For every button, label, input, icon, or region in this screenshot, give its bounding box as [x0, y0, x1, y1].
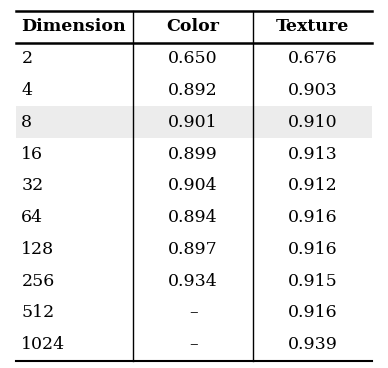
- Text: 0.910: 0.910: [288, 114, 338, 131]
- Text: 0.903: 0.903: [288, 82, 338, 99]
- Text: 256: 256: [21, 273, 55, 290]
- Text: Color: Color: [166, 18, 220, 35]
- Text: 0.916: 0.916: [288, 241, 338, 258]
- Text: 0.912: 0.912: [288, 177, 338, 194]
- Text: Texture: Texture: [276, 18, 349, 35]
- Text: –: –: [189, 304, 197, 322]
- Text: 0.916: 0.916: [288, 209, 338, 226]
- Text: 0.916: 0.916: [288, 304, 338, 322]
- Text: 0.899: 0.899: [168, 146, 218, 163]
- Text: Dimension: Dimension: [21, 18, 126, 35]
- Text: 2: 2: [21, 50, 33, 67]
- Text: –: –: [189, 336, 197, 353]
- Text: 0.904: 0.904: [168, 177, 218, 194]
- Text: 16: 16: [21, 146, 43, 163]
- Text: 0.915: 0.915: [288, 273, 338, 290]
- Text: 1024: 1024: [21, 336, 66, 353]
- Text: 4: 4: [21, 82, 32, 99]
- Text: 8: 8: [21, 114, 32, 131]
- Text: 0.901: 0.901: [168, 114, 218, 131]
- Text: 0.897: 0.897: [168, 241, 218, 258]
- Text: 0.892: 0.892: [168, 82, 218, 99]
- Text: 64: 64: [21, 209, 43, 226]
- Text: 0.650: 0.650: [168, 50, 218, 67]
- Text: 0.894: 0.894: [168, 209, 218, 226]
- Text: 0.939: 0.939: [288, 336, 338, 353]
- Text: 0.913: 0.913: [288, 146, 338, 163]
- Text: 128: 128: [21, 241, 54, 258]
- Text: 32: 32: [21, 177, 43, 194]
- Text: 0.934: 0.934: [168, 273, 218, 290]
- Text: 512: 512: [21, 304, 55, 322]
- Bar: [16, 106, 372, 138]
- Text: 0.676: 0.676: [288, 50, 338, 67]
